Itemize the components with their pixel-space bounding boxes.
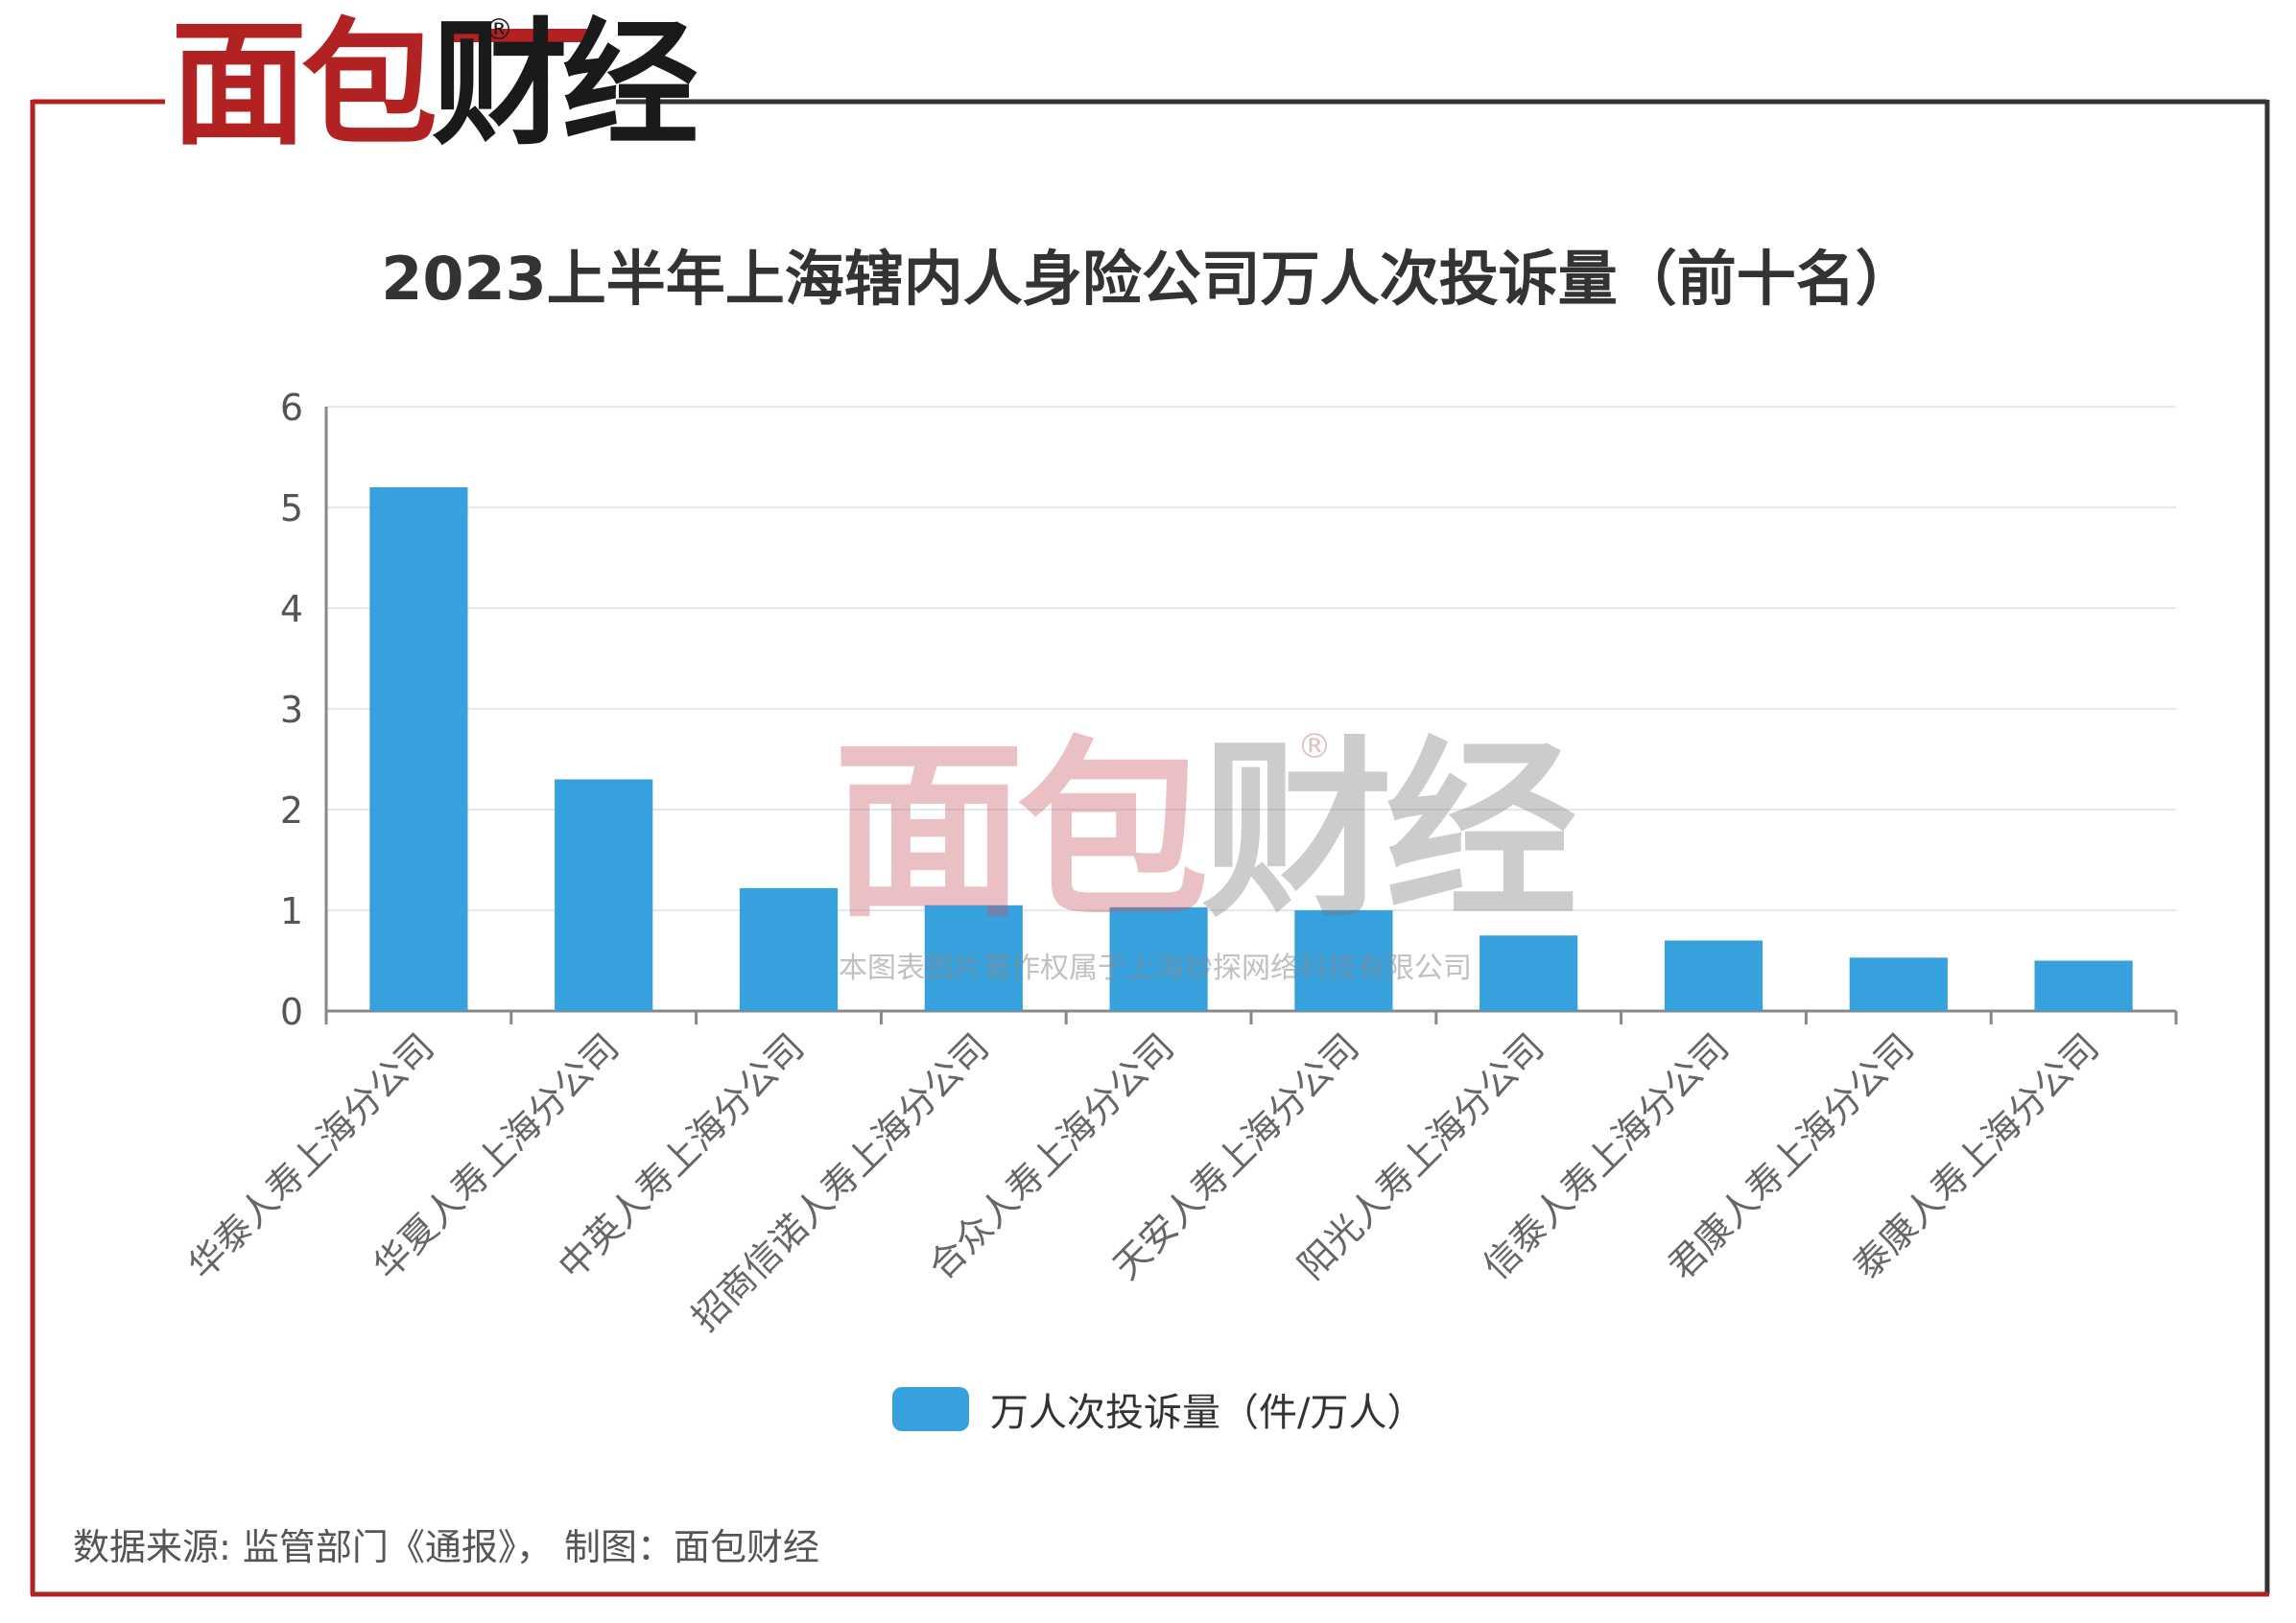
registered-mark: ®	[485, 13, 513, 47]
watermark-red-text: 面包	[833, 720, 1209, 944]
bar	[1294, 910, 1393, 1011]
y-tick-label: 1	[280, 890, 303, 932]
bar	[1849, 957, 1948, 1011]
y-tick-label: 3	[280, 689, 303, 731]
x-tick-label: 招商信诺人寿上海分公司	[683, 1025, 997, 1339]
watermark-gray-text: 财经	[1201, 720, 1577, 944]
watermark-registered-mark: ®	[1297, 727, 1332, 766]
legend-swatch	[892, 1387, 969, 1431]
y-tick-label: 2	[280, 789, 303, 832]
y-tick-label: 5	[280, 487, 303, 529]
watermark-subtext: 本图表图片著作权属于上海妙探网络科技有限公司	[839, 952, 1472, 985]
brand-logo: 面包财经	[171, 17, 698, 153]
chart-title: 2023上半年上海辖内人身险公司万人次投诉量（前十名）	[381, 244, 1915, 314]
y-tick-label: 6	[280, 387, 303, 429]
bar	[739, 887, 839, 1011]
bar	[369, 487, 468, 1011]
logo-dark-text: 财经	[432, 6, 698, 164]
y-tick-label: 0	[280, 991, 303, 1033]
logo-red-text: 面包	[171, 6, 438, 164]
bar	[2034, 960, 2133, 1011]
bar	[555, 779, 653, 1011]
bar	[1664, 940, 1763, 1011]
logo-accent-bar	[451, 29, 595, 42]
bar	[1479, 935, 1578, 1011]
bar	[924, 905, 1023, 1011]
legend-label: 万人次投诉量（件/万人）	[990, 1391, 1426, 1435]
bar	[1109, 906, 1208, 1011]
source-footer: 数据来源: 监管部门《通报》， 制图：面包财经	[73, 1526, 819, 1568]
y-tick-label: 4	[280, 588, 303, 630]
watermark-logo: 面包财经	[833, 737, 1577, 929]
chart-legend: 万人次投诉量（件/万人）	[892, 1381, 1425, 1437]
